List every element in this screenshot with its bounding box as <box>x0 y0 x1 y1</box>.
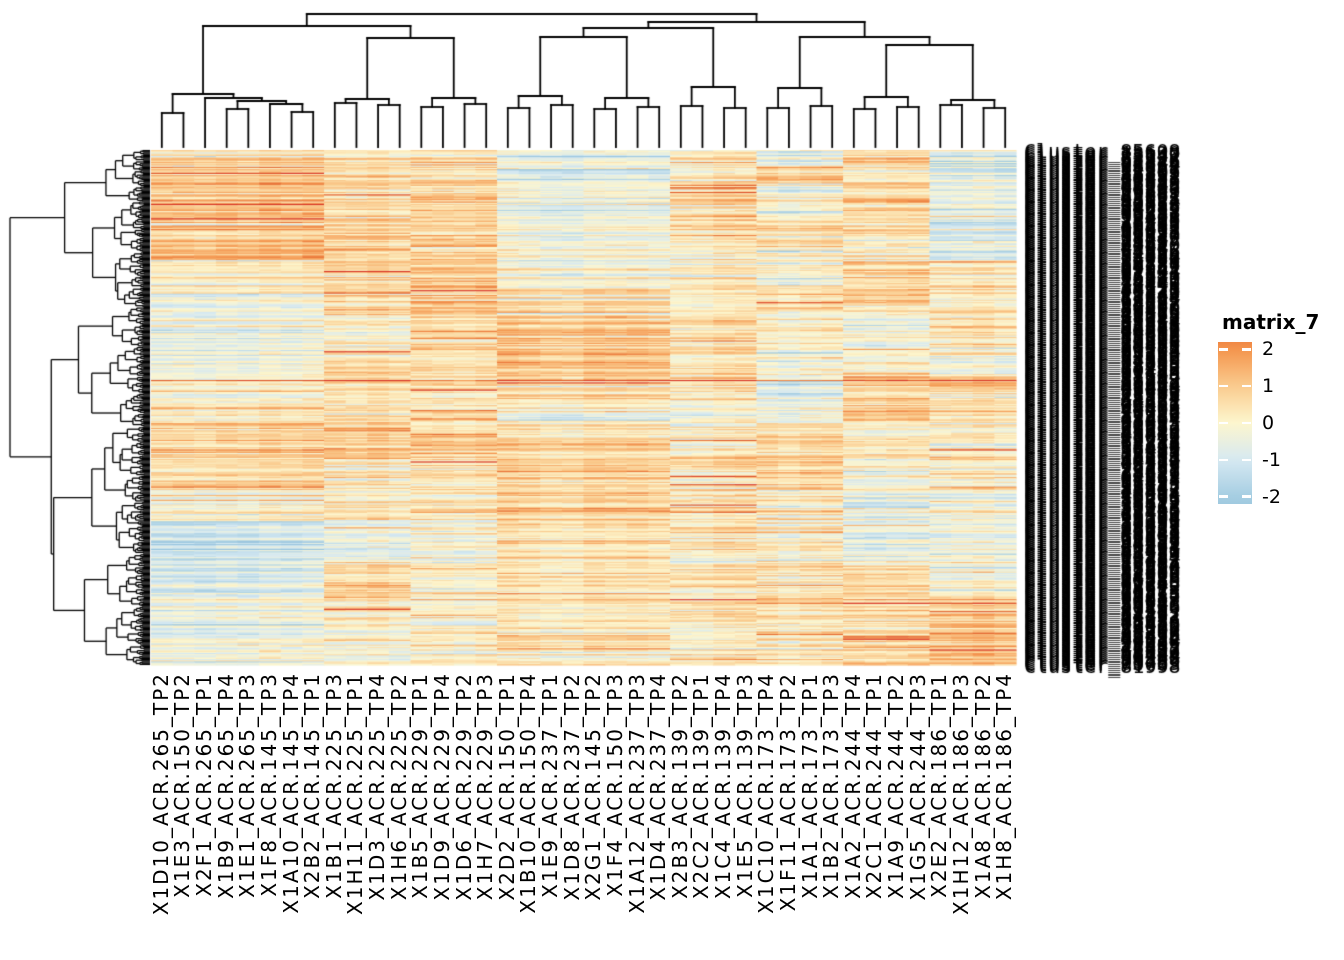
column-label: X1E3_ACR.150_TP2 <box>170 672 195 898</box>
column-label: X1H11_ACR.225_TP1 <box>343 672 368 915</box>
column-label: X1B5_ACR.229_TP1 <box>408 672 433 899</box>
column-label: X2F1_ACR.265_TP1 <box>192 672 217 897</box>
column-label: X1F11_ACR.173_TP2 <box>775 672 800 912</box>
column-label: X1E1_ACR.265_TP3 <box>235 672 260 898</box>
colorbar-tick-label: -1 <box>1262 448 1281 471</box>
column-label: X1B2_ACR.173_TP3 <box>819 672 844 899</box>
column-label: X1E9_ACR.237_TP1 <box>538 672 563 898</box>
colorbar-tick-label: 2 <box>1262 338 1275 361</box>
column-label: X1A10_ACR.145_TP4 <box>278 672 303 914</box>
column-label: X1F4_ACR.150_TP3 <box>602 672 627 897</box>
legend: matrix_7 2 1 0 -1 -2 <box>1218 310 1344 508</box>
colorbar-tick-label: -2 <box>1262 485 1281 508</box>
colorbar-tick-dash <box>1242 384 1251 388</box>
colorbar-tick-dash <box>1219 458 1228 462</box>
colorbar-tick-dash <box>1242 348 1251 351</box>
column-label: X1D6_ACR.229_TP2 <box>451 672 476 901</box>
colorbar-tick-dash <box>1242 458 1251 462</box>
column-label: X1H12_ACR.186_TP3 <box>948 672 973 915</box>
column-label: X1H7_ACR.229_TP3 <box>473 672 498 901</box>
column-label: X1H8_ACR.186_TP4 <box>992 672 1017 901</box>
column-label: X1C10_ACR.173_TP4 <box>754 672 779 914</box>
column-label: X2C1_ACR.244_TP1 <box>862 672 887 900</box>
colorbar-tick-label: 1 <box>1262 375 1275 398</box>
colorbar-tick-label: 0 <box>1262 412 1275 434</box>
column-label: X1D4_ACR.237_TP4 <box>646 672 671 901</box>
column-label: X1F8_ACR.145_TP3 <box>256 672 281 897</box>
column-label: X2B2_ACR.145_TP1 <box>300 672 325 899</box>
colorbar-tick-dash <box>1219 495 1228 498</box>
column-label: X1C4_ACR.139_TP4 <box>711 672 736 900</box>
column-label: X1D3_ACR.225_TP4 <box>365 672 390 901</box>
column-label: X1A1_ACR.173_TP1 <box>797 672 822 899</box>
colorbar-tick-dash <box>1219 384 1228 388</box>
column-label: X1A12_ACR.237_TP3 <box>624 672 649 914</box>
legend-title: matrix_7 <box>1222 310 1320 334</box>
column-label: X2G1_ACR.145_TP2 <box>581 672 606 901</box>
legend-colorbar <box>1218 342 1252 504</box>
column-label: X2C2_ACR.139_TP1 <box>689 672 714 900</box>
colorbar-tick-dash <box>1219 348 1228 351</box>
column-label: X1D9_ACR.229_TP4 <box>429 672 454 901</box>
column-label: X1A9_ACR.244_TP2 <box>884 672 909 899</box>
column-label: X1B10_ACR.150_TP4 <box>516 672 541 914</box>
column-label: X2E2_ACR.186_TP1 <box>927 672 952 898</box>
colorbar-tick-dash <box>1242 495 1251 498</box>
column-label: X1A8_ACR.186_TP2 <box>970 672 995 899</box>
colorbar-tick-dash <box>1242 421 1251 425</box>
colorbar-tick-dash <box>1219 421 1228 425</box>
